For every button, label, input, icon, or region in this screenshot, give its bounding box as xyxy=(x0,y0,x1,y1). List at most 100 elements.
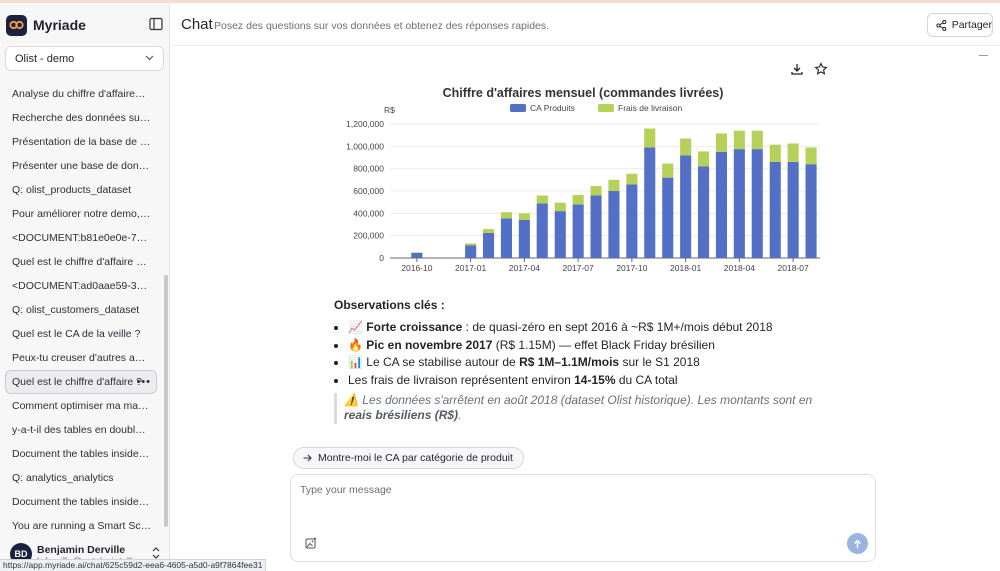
workspace-value: Olist - demo xyxy=(15,53,75,65)
bar-segment[interactable] xyxy=(572,204,584,258)
observations-title: Observations clés : xyxy=(334,298,445,312)
bar-segment[interactable] xyxy=(590,186,602,196)
observation-rest: du CA total xyxy=(615,372,678,387)
share-button[interactable]: Partager xyxy=(927,13,993,37)
bar-segment[interactable] xyxy=(787,162,799,258)
conversation-item[interactable]: <DOCUMENT:ad0aae59-3… xyxy=(5,274,157,298)
bar-segment[interactable] xyxy=(715,151,727,258)
bar-segment[interactable] xyxy=(500,212,512,219)
bar-segment[interactable] xyxy=(518,213,530,220)
conversation-item[interactable]: Pour améliorer notre demo,… xyxy=(5,202,157,226)
conversation-item[interactable]: Document the tables inside… xyxy=(5,490,157,514)
bar-segment[interactable] xyxy=(608,191,620,258)
conversation-item[interactable]: Comment optimiser ma ma… xyxy=(5,394,157,418)
conversation-item[interactable]: You are running a Smart Sc… xyxy=(5,514,157,538)
bar-segment[interactable] xyxy=(411,252,423,253)
bar-segment[interactable] xyxy=(680,138,692,156)
conversation-item[interactable]: Recherche des données su… xyxy=(5,106,157,130)
conversation-item[interactable]: <DOCUMENT:b81e0e0e-7… xyxy=(5,226,157,250)
conversation-item[interactable]: Quel est le CA de la veille ? xyxy=(5,322,157,346)
x-tick-label: 2016-10 xyxy=(401,263,432,273)
note-bold: reais brésiliens (R$) xyxy=(344,408,459,422)
page-subtitle: Posez des questions sur vos données et o… xyxy=(214,20,550,32)
message-composer xyxy=(290,474,876,562)
bar-segment[interactable] xyxy=(536,195,548,204)
conversation-label: Présentation de la base de … xyxy=(12,136,151,148)
legend-swatch[interactable] xyxy=(598,104,614,112)
bar-segment[interactable] xyxy=(626,184,638,258)
bar-segment[interactable] xyxy=(769,162,781,258)
observation-rest: sur le S1 2018 xyxy=(619,355,700,369)
bar-segment[interactable] xyxy=(733,149,745,258)
send-button[interactable] xyxy=(847,533,868,554)
bar-segment[interactable] xyxy=(644,147,656,259)
bar-segment[interactable] xyxy=(465,245,477,258)
conversation-label: Comment optimiser ma ma… xyxy=(12,400,149,412)
conversation-item[interactable]: Quel est le chiffre d'affaire … xyxy=(5,250,157,274)
download-icon[interactable] xyxy=(790,62,804,76)
bar-segment[interactable] xyxy=(698,166,710,258)
bar-segment[interactable] xyxy=(662,177,674,258)
conversation-list: Analyse du chiffre d'affaire… Recherche d… xyxy=(0,82,164,538)
bar-segment[interactable] xyxy=(483,232,495,258)
conversation-item[interactable]: Présentation de la base de … xyxy=(5,130,157,154)
observation-rest: (R$ 1.15M) — effet Black Friday brésilie… xyxy=(492,337,715,352)
bar-segment[interactable] xyxy=(608,179,620,191)
conversation-item[interactable]: Q: olist_products_dataset xyxy=(5,178,157,202)
y-tick-label: 400,000 xyxy=(353,208,384,218)
bar-segment[interactable] xyxy=(500,218,512,258)
workspace-select[interactable]: Olist - demo xyxy=(5,46,164,71)
conversation-item[interactable]: Document the tables inside… xyxy=(5,442,157,466)
observation-emoji: 📈 xyxy=(348,320,363,334)
brand[interactable]: Myriade xyxy=(6,14,86,36)
conversation-item[interactable]: Q: olist_customers_dataset xyxy=(5,298,157,322)
bar-segment[interactable] xyxy=(769,144,781,162)
bar-segment[interactable] xyxy=(787,143,799,162)
bar-segment[interactable] xyxy=(680,155,692,258)
y-tick-label: 1,000,000 xyxy=(346,141,384,151)
conversation-item[interactable]: Quel est le chiffre d'affaire ? ••• xyxy=(5,370,157,394)
bar-segment[interactable] xyxy=(411,253,423,258)
bar-segment[interactable] xyxy=(518,220,530,258)
observation-emoji: 📊 xyxy=(348,355,363,369)
bar-segment[interactable] xyxy=(536,203,548,258)
bar-segment[interactable] xyxy=(483,229,495,233)
message-input[interactable] xyxy=(300,484,800,496)
conversation-item[interactable]: Peux-tu creuser d'autres a… xyxy=(5,346,157,370)
sidebar: Myriade Olist - demo Analyse du chiffre … xyxy=(0,3,170,571)
bar-segment[interactable] xyxy=(733,130,745,150)
x-tick-label: 2017-01 xyxy=(455,263,486,273)
bar-segment[interactable] xyxy=(590,195,602,259)
conversation-item[interactable]: Q: analytics_analytics xyxy=(5,466,157,490)
conversation-label: Analyse du chiffre d'affaire… xyxy=(12,88,146,100)
bar-segment[interactable] xyxy=(554,211,566,258)
bar-segment[interactable] xyxy=(626,173,638,185)
suggestion-chip[interactable]: Montre-moi le CA par catégorie de produi… xyxy=(293,447,524,469)
bar-segment[interactable] xyxy=(662,163,674,178)
bar-segment[interactable] xyxy=(572,194,584,205)
top-accent-line xyxy=(0,0,1000,3)
bar-segment[interactable] xyxy=(698,151,710,167)
bar-segment[interactable] xyxy=(715,133,727,152)
star-icon[interactable] xyxy=(814,62,828,76)
bar-segment[interactable] xyxy=(644,128,656,148)
bar-segment[interactable] xyxy=(805,147,817,165)
bar-segment[interactable] xyxy=(805,164,817,258)
legend-swatch[interactable] xyxy=(510,104,526,112)
suggestion-label: Montre-moi le CA par catégorie de produi… xyxy=(318,452,513,464)
conversation-item[interactable]: Présenter une base de don… xyxy=(5,154,157,178)
conversation-item[interactable]: Analyse du chiffre d'affaire… xyxy=(5,82,157,106)
y-tick-label: 1,200,000 xyxy=(346,119,384,129)
y-tick-label: 0 xyxy=(379,253,384,263)
bar-segment[interactable] xyxy=(554,202,566,212)
sidebar-scrollbar[interactable] xyxy=(164,275,168,527)
conversation-item[interactable]: y-a-t-il des tables en doubl… xyxy=(5,418,157,442)
sidebar-toggle-icon[interactable] xyxy=(149,17,165,33)
image-attach-icon[interactable] xyxy=(305,537,317,549)
bar-segment[interactable] xyxy=(751,149,763,258)
bar-segment[interactable] xyxy=(465,243,477,246)
bar-segment[interactable] xyxy=(751,130,763,150)
more-options-icon[interactable]: ••• xyxy=(136,376,151,388)
arrow-right-icon xyxy=(303,454,312,462)
minimize-icon[interactable] xyxy=(979,55,988,56)
